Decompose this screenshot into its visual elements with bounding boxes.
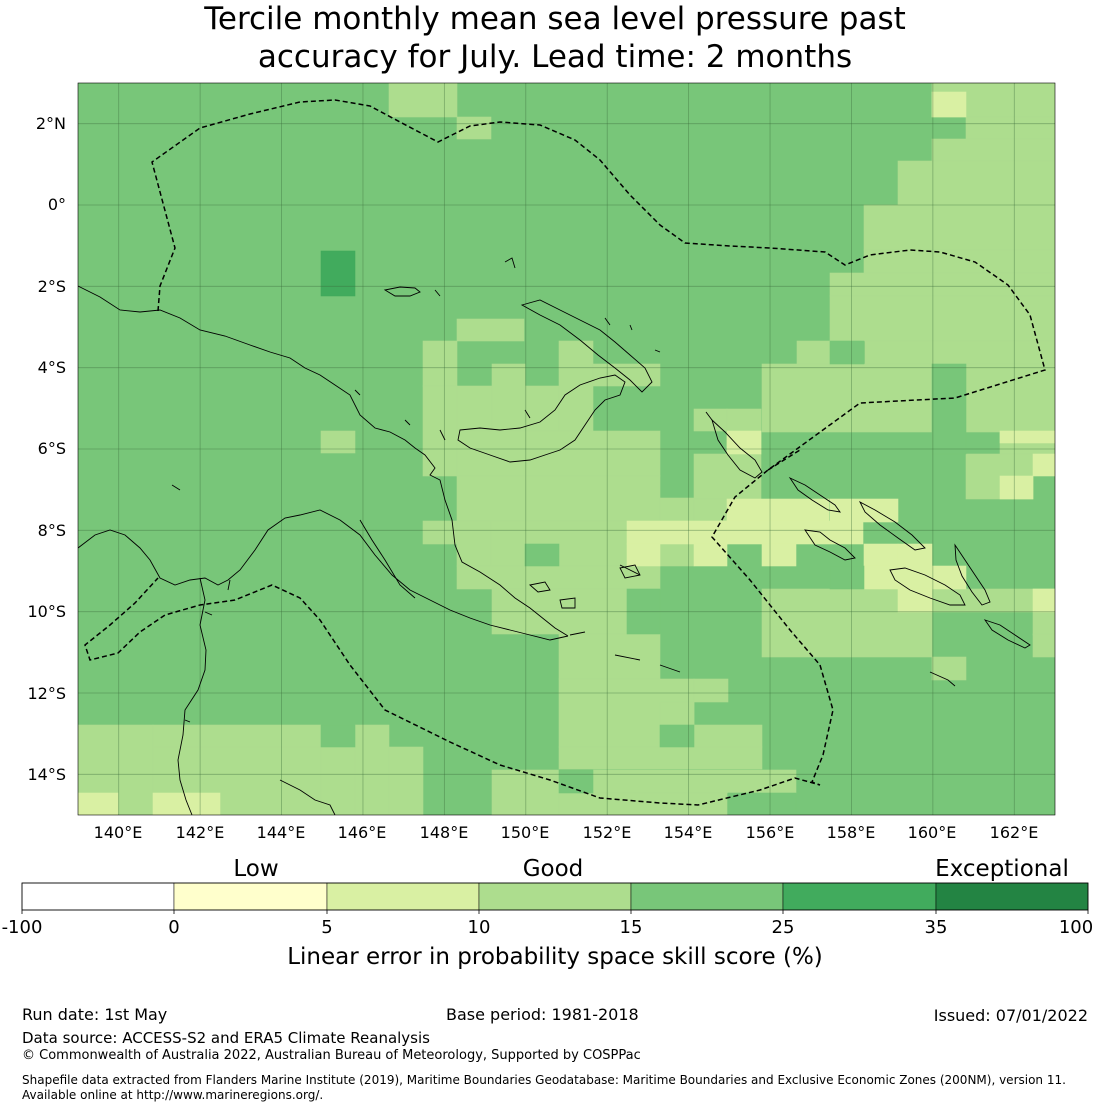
colorbar-segment bbox=[935, 882, 1089, 911]
title-line-1: Tercile monthly mean sea level pressure … bbox=[204, 1, 906, 37]
solomon-eez bbox=[767, 449, 801, 471]
lon-tick: 140°E bbox=[94, 823, 143, 842]
longitude-axis: 140°E 142°E 144°E 146°E 148°E 150°E 152°… bbox=[94, 823, 1039, 842]
colorbar-tick-label: 100 bbox=[1059, 917, 1093, 938]
coastlines bbox=[78, 257, 1031, 815]
cape-york bbox=[177, 577, 207, 815]
colorbar-segment bbox=[326, 882, 480, 911]
malaita bbox=[954, 543, 991, 606]
choiseul bbox=[788, 476, 841, 513]
buka bbox=[705, 411, 713, 421]
map-frame bbox=[77, 82, 1056, 816]
lat-tick: 8°S bbox=[38, 521, 66, 540]
lat-tick: 4°S bbox=[38, 358, 66, 377]
lat-tick: 10°S bbox=[27, 602, 66, 621]
colorbar-tick-label: -100 bbox=[2, 917, 43, 938]
map-gridlines bbox=[78, 83, 1055, 815]
lon-tick: 162°E bbox=[990, 823, 1039, 842]
lat-tick: 0° bbox=[48, 195, 66, 214]
map-title: Tercile monthly mean sea level pressure … bbox=[0, 0, 1110, 76]
lon-tick: 144°E bbox=[257, 823, 306, 842]
cells-15-25 bbox=[320, 340, 967, 815]
cells-25-35 bbox=[320, 250, 356, 297]
copyright: © Commonwealth of Australia 2022, Austra… bbox=[22, 1048, 641, 1063]
data-source: Data source: ACCESS-S2 and ERA5 Climate … bbox=[22, 1029, 430, 1047]
latitude-axis: 2°N 0° 2°S 4°S 6°S 8°S 10°S 12°S 14°S bbox=[27, 114, 66, 784]
new-guinea-south-coast bbox=[78, 509, 569, 641]
fly-river-coast bbox=[359, 519, 416, 599]
bougainville bbox=[711, 418, 763, 479]
colorbar-ticks bbox=[21, 910, 1089, 914]
colorbar-segment bbox=[478, 882, 632, 911]
santa-isabel bbox=[858, 500, 926, 551]
colorbar-tick-label: 10 bbox=[468, 917, 491, 938]
colorbar-tick-label: 25 bbox=[772, 917, 795, 938]
manus bbox=[383, 286, 421, 297]
issued-date: Issued: 07/01/2022 bbox=[933, 1006, 1088, 1025]
lon-tick: 158°E bbox=[827, 823, 876, 842]
lat-tick: 2°S bbox=[38, 277, 66, 296]
colorbar-tick-label: 15 bbox=[620, 917, 643, 938]
colorbar-segment bbox=[782, 882, 937, 911]
lon-tick: 146°E bbox=[338, 823, 387, 842]
run-date: Run date: 1st May bbox=[22, 1005, 168, 1024]
new-ireland bbox=[520, 299, 653, 393]
colorbar-segment bbox=[630, 882, 784, 911]
new-georgia bbox=[804, 529, 856, 561]
colorbar-axis-label: Linear error in probability space skill … bbox=[287, 944, 823, 970]
colorbar: Low Good Exceptional -100 0 5 10 15 25 3… bbox=[2, 856, 1094, 938]
colorbar-segment bbox=[173, 882, 328, 911]
small-islands bbox=[171, 257, 661, 723]
colorbar-tick-label: 35 bbox=[925, 917, 948, 938]
new-britain bbox=[457, 374, 626, 463]
makira bbox=[983, 619, 1031, 649]
colorbar-category-low: Low bbox=[233, 856, 278, 882]
base-period: Base period: 1981-2018 bbox=[446, 1005, 639, 1024]
louisiade bbox=[569, 631, 956, 687]
lat-tick: 6°S bbox=[38, 439, 66, 458]
lat-tick: 12°S bbox=[27, 684, 66, 703]
colorbar-frame bbox=[21, 882, 1089, 911]
skill-score-grid bbox=[78, 83, 1055, 815]
cells-5-10 bbox=[78, 91, 1055, 815]
lon-tick: 142°E bbox=[176, 823, 225, 842]
guadalcanal bbox=[889, 567, 966, 606]
lon-tick: 154°E bbox=[664, 823, 713, 842]
lat-tick: 14°S bbox=[27, 765, 66, 784]
lat-tick: 2°N bbox=[36, 114, 66, 133]
lon-tick: 150°E bbox=[501, 823, 550, 842]
lon-tick: 148°E bbox=[420, 823, 469, 842]
lon-tick: 156°E bbox=[746, 823, 795, 842]
trobriand bbox=[619, 564, 641, 576]
new-guinea-north-coast bbox=[78, 285, 569, 637]
title-line-2: accuracy for July. Lead time: 2 months bbox=[257, 39, 853, 75]
cape-york-east bbox=[227, 579, 336, 815]
colorbar-category-good: Good bbox=[523, 856, 584, 882]
shapefile-credit-line-1: Shapefile data extracted from Flanders M… bbox=[22, 1073, 1066, 1087]
colorbar-tick-label: 0 bbox=[168, 917, 179, 938]
eez-boundaries bbox=[84, 99, 1046, 806]
colorbar-category-exceptional: Exceptional bbox=[935, 856, 1069, 882]
shapefile-credit-line-2: Available online at http://www.marinereg… bbox=[22, 1088, 324, 1102]
png-eez bbox=[84, 99, 1046, 806]
lon-tick: 160°E bbox=[908, 823, 957, 842]
lon-tick: 152°E bbox=[583, 823, 632, 842]
colorbar-segment bbox=[21, 882, 175, 911]
colorbar-tick-label: 5 bbox=[321, 917, 332, 938]
